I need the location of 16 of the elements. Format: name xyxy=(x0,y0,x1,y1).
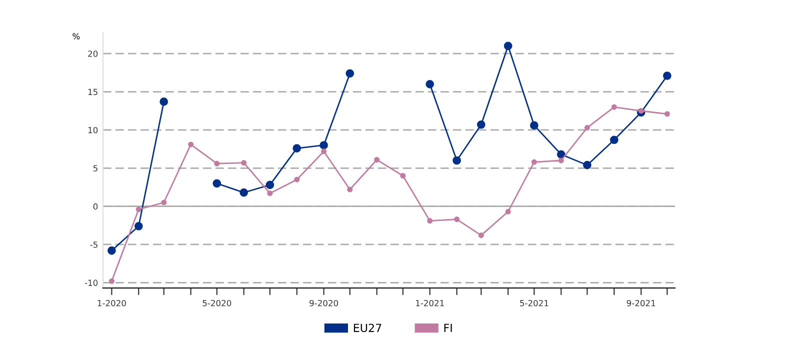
x-tick-label: 1-2021 xyxy=(416,300,444,306)
x-tick-label: 9-2021 xyxy=(626,300,656,306)
y-tick-label: -5 xyxy=(90,242,98,248)
y-axis-title: % xyxy=(72,33,80,40)
x-tick-label: 5-2021 xyxy=(520,300,548,306)
y-tick-label: 5 xyxy=(93,165,98,172)
x-tick-label: 1-2020 xyxy=(98,300,126,306)
legend-label: EU27 xyxy=(354,324,382,332)
y-tick-label: -10 xyxy=(84,280,98,286)
y-tick-label: 15 xyxy=(88,88,98,96)
x-tick-label: 5-2020 xyxy=(202,300,232,306)
y-tick-label: 10 xyxy=(88,126,98,134)
x-tick-label: 9-2020 xyxy=(310,300,338,306)
y-tick-label: 20 xyxy=(88,50,98,57)
legend-label: FI xyxy=(444,324,452,332)
y-tick-label: 0 xyxy=(93,203,98,210)
